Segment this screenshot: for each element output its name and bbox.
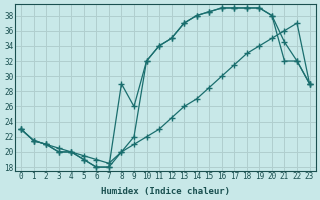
X-axis label: Humidex (Indice chaleur): Humidex (Indice chaleur): [101, 187, 230, 196]
